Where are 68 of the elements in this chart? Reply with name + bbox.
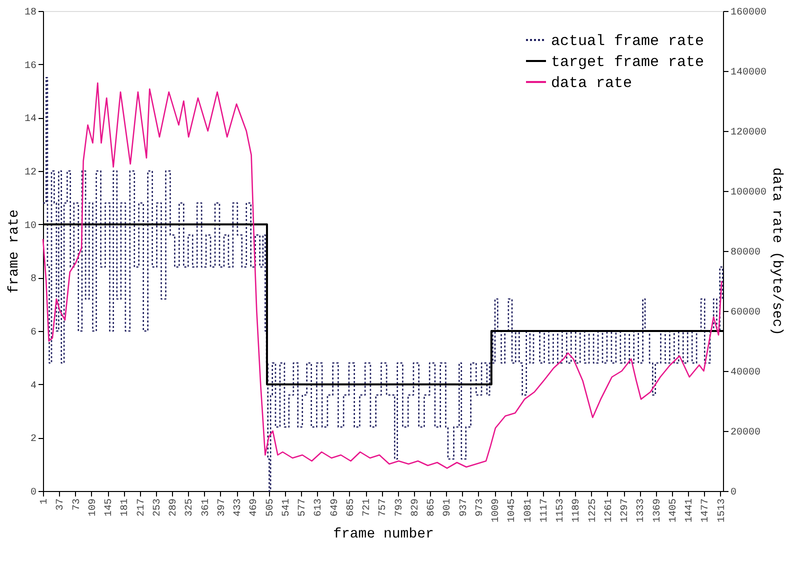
x-tick-label: 325 bbox=[184, 498, 196, 517]
x-tick-label: 397 bbox=[216, 498, 228, 517]
y2-tick-label: 140000 bbox=[730, 68, 767, 78]
x-tick-label: 433 bbox=[233, 498, 244, 517]
x-tick-label: 505 bbox=[265, 498, 276, 517]
x-tick-label: 865 bbox=[426, 498, 438, 517]
y2-tick-label: 120000 bbox=[730, 128, 767, 138]
x-tick-label: 649 bbox=[330, 498, 341, 517]
x-tick-label: 1009 bbox=[491, 498, 502, 523]
y-tick-label: 2 bbox=[30, 434, 36, 446]
x-tick-label: 685 bbox=[346, 498, 357, 517]
x-tick-label: 1189 bbox=[572, 498, 583, 523]
x-tick-label: 1153 bbox=[556, 498, 567, 523]
y2-tick-label: 100000 bbox=[730, 188, 767, 198]
x-tick-label: 721 bbox=[362, 498, 374, 517]
x-tick-label: 73 bbox=[72, 498, 83, 511]
y2-tick-label: 0 bbox=[730, 488, 737, 498]
y-tick-label: 18 bbox=[24, 8, 36, 18]
y-tick-label: 6 bbox=[30, 328, 36, 338]
y2-tick-label: 60000 bbox=[730, 308, 761, 318]
x-tick-label: 613 bbox=[314, 498, 325, 517]
x-tick-label: 1 bbox=[40, 498, 50, 505]
x-tick-label: 541 bbox=[281, 498, 292, 517]
x-tick-label: 937 bbox=[458, 498, 470, 517]
y-tick-label: 10 bbox=[24, 220, 36, 232]
legend-label: target frame rate bbox=[551, 54, 704, 71]
y-tick-label: 8 bbox=[30, 274, 36, 286]
y2-tick-label: 40000 bbox=[730, 368, 761, 378]
legend-label: data rate bbox=[551, 75, 632, 92]
x-tick-label: 1081 bbox=[523, 498, 534, 523]
x-tick-label: 289 bbox=[168, 498, 180, 517]
x-tick-label: 1045 bbox=[507, 498, 518, 523]
x-tick-label: 1297 bbox=[620, 498, 632, 523]
y-axis-title: frame rate bbox=[6, 209, 22, 294]
y-tick-label: 12 bbox=[24, 168, 36, 178]
y2-tick-label: 80000 bbox=[730, 248, 761, 258]
x-tick-label: 973 bbox=[474, 498, 486, 517]
y2-tick-label: 20000 bbox=[730, 428, 761, 438]
x-tick-label: 1513 bbox=[716, 498, 728, 523]
x-tick-label: 109 bbox=[88, 498, 99, 517]
legend-label: actual frame rate bbox=[551, 33, 704, 50]
y2-axis-title: data rate (byte/sec) bbox=[768, 167, 785, 336]
x-tick-label: 253 bbox=[152, 498, 164, 517]
x-tick-label: 1369 bbox=[652, 498, 664, 523]
x-tick-label: 145 bbox=[104, 498, 116, 517]
x-axis-title: frame number bbox=[333, 526, 434, 543]
y-tick-label: 16 bbox=[24, 60, 36, 72]
x-tick-label: 829 bbox=[410, 498, 422, 517]
x-tick-label: 361 bbox=[200, 498, 212, 517]
x-tick-label: 1333 bbox=[636, 498, 648, 523]
x-tick-label: 793 bbox=[394, 498, 406, 517]
x-tick-label: 37 bbox=[56, 498, 67, 511]
x-tick-label: 181 bbox=[120, 498, 132, 517]
x-tick-label: 1261 bbox=[604, 498, 615, 523]
y-tick-label: 4 bbox=[30, 380, 36, 392]
x-tick-label: 217 bbox=[136, 498, 148, 517]
x-tick-label: 901 bbox=[442, 498, 454, 517]
x-tick-label: 1477 bbox=[700, 498, 712, 523]
x-tick-label: 1441 bbox=[684, 498, 696, 523]
y-tick-label: 0 bbox=[30, 488, 36, 498]
y2-tick-label: 160000 bbox=[730, 8, 767, 18]
x-tick-label: 1405 bbox=[668, 498, 680, 523]
y-tick-label: 14 bbox=[24, 114, 36, 126]
x-tick-label: 469 bbox=[249, 498, 260, 517]
x-tick-label: 757 bbox=[378, 498, 390, 517]
x-tick-label: 577 bbox=[298, 498, 309, 517]
x-tick-label: 1117 bbox=[539, 498, 550, 523]
x-tick-label: 1225 bbox=[588, 498, 599, 523]
